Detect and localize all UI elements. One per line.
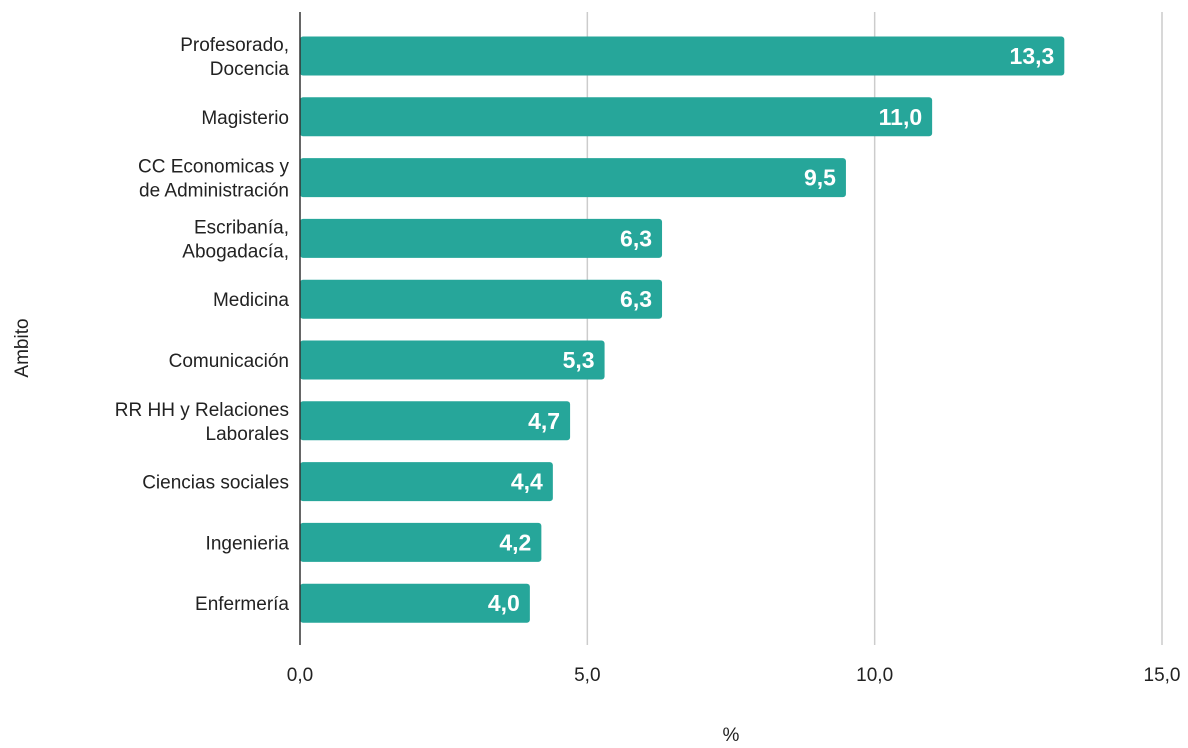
data-label: 6,3: [620, 286, 652, 312]
data-label: 11,0: [879, 104, 923, 130]
data-label: 4,2: [499, 529, 531, 555]
category-label: Ingenieria: [206, 533, 290, 554]
data-label: 9,5: [804, 165, 836, 191]
bar: [300, 462, 553, 502]
y-axis-title: Ambito: [12, 318, 33, 377]
x-tick-label: 5,0: [574, 665, 600, 686]
data-label: 4,7: [528, 408, 560, 434]
bars: 13,3 11,0 9,5 6,3 6,3 5,3 4,7 4,4 4,2 4,0: [300, 36, 1065, 623]
bar: [300, 522, 542, 562]
bar: [300, 340, 605, 380]
data-label: 6,3: [620, 225, 652, 251]
data-label: 4,0: [488, 590, 520, 616]
category-label: Medicina: [213, 290, 289, 311]
data-label: 4,4: [511, 469, 543, 495]
category-label: RR HH y Relaciones: [115, 400, 289, 421]
data-label: 5,3: [563, 347, 595, 373]
x-tick-label: 15,0: [1144, 665, 1181, 686]
category-label: Laborales: [206, 424, 289, 445]
bar: [300, 97, 933, 137]
category-label: Comunicación: [169, 351, 289, 372]
bar: [300, 401, 571, 441]
x-tick-label: 10,0: [856, 665, 893, 686]
x-tick-label: 0,0: [287, 665, 313, 686]
category-label: Abogadacía,: [182, 241, 289, 262]
category-label: Profesorado,: [180, 35, 289, 56]
category-label: CC Economicas y: [138, 157, 289, 178]
category-label: de Administración: [139, 181, 289, 202]
axes: 0,0 5,0 10,0 15,0 Profesorado, Docencia Magist…: [115, 12, 1181, 686]
bar: [300, 218, 663, 258]
x-axis-title: %: [723, 725, 740, 743]
category-label: Ciencias sociales: [142, 473, 289, 494]
category-label: Magisterio: [201, 108, 289, 129]
data-label: 13,3: [1010, 43, 1055, 69]
bar: [300, 279, 663, 319]
category-label: Escribanía,: [194, 217, 289, 238]
bar: [300, 583, 530, 623]
category-label: Docencia: [210, 59, 290, 80]
bar: [300, 36, 1065, 76]
bar: [300, 158, 846, 198]
category-label: Enfermería: [195, 594, 289, 615]
